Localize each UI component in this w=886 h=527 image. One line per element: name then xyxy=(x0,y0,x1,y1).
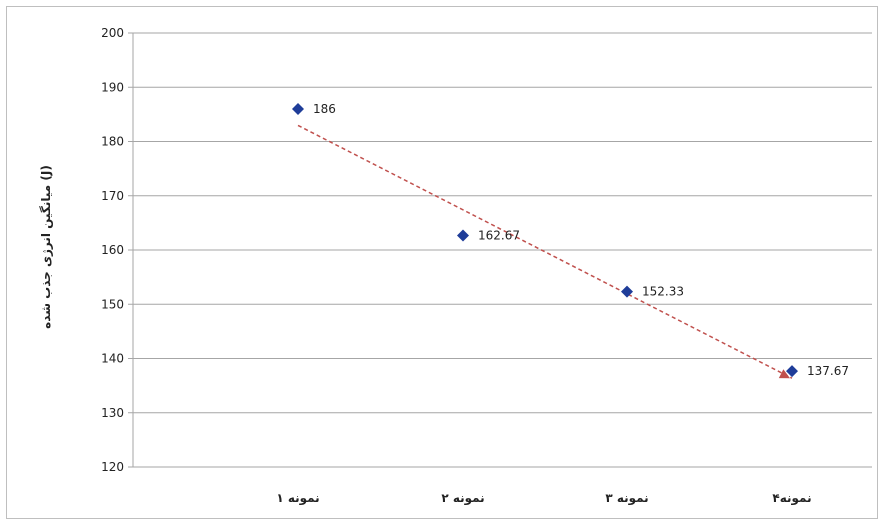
y-tick-label: 130 xyxy=(101,406,124,420)
y-tick-label: 190 xyxy=(101,80,124,94)
data-label: 137.67 xyxy=(807,364,849,378)
x-category-label: نمونه ۲ xyxy=(441,491,484,506)
data-label: 152.33 xyxy=(642,285,684,299)
data-labels: 186 162.67 152.33 137.67 xyxy=(313,102,849,378)
data-point xyxy=(786,365,798,378)
y-tick-label: 170 xyxy=(101,189,124,203)
trendline-arrowhead xyxy=(778,369,790,379)
x-category-label: نمونه ۳ xyxy=(605,491,648,506)
data-point xyxy=(621,285,633,298)
y-tick-label: 120 xyxy=(101,460,124,474)
x-category-labels: نمونه ۱ نمونه ۲ نمونه ۳ نمونه۴ xyxy=(276,491,811,506)
chart-frame xyxy=(6,6,878,519)
trendline-line xyxy=(297,124,793,379)
data-point xyxy=(457,229,469,242)
grid-lines xyxy=(128,32,872,468)
y-tick-label: 150 xyxy=(101,297,124,311)
y-tick-label: 140 xyxy=(101,352,124,366)
y-tick-label: 180 xyxy=(101,135,124,149)
y-axis-title: میانگین انرژی جذب شده (J) xyxy=(39,165,53,329)
y-tick-label: 200 xyxy=(101,26,124,40)
data-points xyxy=(292,102,798,378)
y-tick-label: 160 xyxy=(101,243,124,257)
data-label: 162.67 xyxy=(478,229,520,243)
data-label: 186 xyxy=(313,102,336,116)
x-category-label: نمونه۴ xyxy=(772,491,811,506)
trendline xyxy=(297,124,793,379)
data-point xyxy=(292,102,304,115)
y-tick-labels: 120 130 140 150 160 170 180 190 200 xyxy=(101,26,124,474)
x-category-label: نمونه ۱ xyxy=(276,491,319,506)
